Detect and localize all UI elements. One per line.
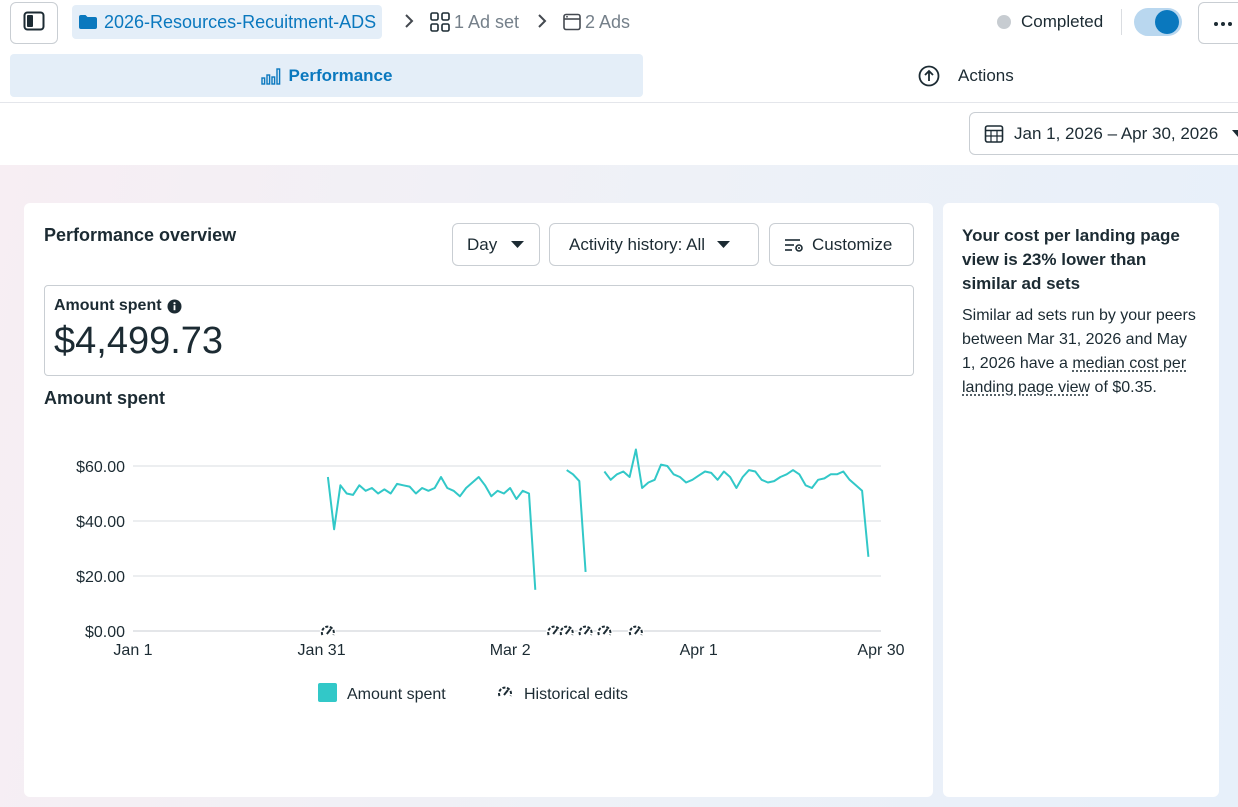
- status-dot-icon: [997, 15, 1011, 29]
- legend-historical-edits-icon[interactable]: [497, 685, 513, 701]
- tab-actions-label: Actions: [958, 66, 1014, 86]
- calendar-icon: [984, 124, 1004, 144]
- historical-edit-marker[interactable]: [320, 624, 336, 640]
- y-tick-label: $0.00: [85, 624, 125, 641]
- historical-edit-marker[interactable]: [596, 624, 612, 640]
- series-line-amount-spent: [328, 477, 535, 590]
- tab-performance[interactable]: Performance: [10, 54, 643, 97]
- date-range-picker[interactable]: Jan 1, 2026 – Apr 30, 2026: [969, 112, 1238, 155]
- legend-label-historical-edits: Historical edits: [524, 686, 628, 703]
- historical-edit-marker[interactable]: [578, 624, 594, 640]
- x-tick-label: Jan 1: [113, 642, 152, 659]
- x-tick-label: Apr 1: [680, 642, 718, 659]
- date-range-label: Jan 1, 2026 – Apr 30, 2026: [1014, 124, 1218, 144]
- status-indicator: Completed: [997, 9, 1103, 35]
- more-horizontal-icon: [1213, 14, 1233, 32]
- y-tick-label: $40.00: [76, 514, 125, 531]
- arrow-up-circle-icon: [918, 65, 940, 87]
- caret-down-icon: [1232, 130, 1238, 138]
- amount-spent-line-chart: $0.00 $20.00 $40.00 $60.00 Jan 1 Jan 31 Mar 2 A…: [24, 203, 933, 797]
- insight-body: Similar ad sets run by your peers betwee…: [962, 304, 1202, 400]
- performance-overview-card: Performance overview Day Activity histor…: [24, 203, 933, 797]
- grid-icon: [430, 12, 450, 32]
- divider: [1121, 9, 1122, 35]
- insight-body-suffix: of $0.35.: [1090, 379, 1157, 396]
- top-bar: 2026-Resources-Recuitment-ADS 1 Ad set 2…: [0, 0, 1238, 46]
- breadcrumb-campaign[interactable]: 2026-Resources-Recuitment-ADS: [72, 5, 382, 39]
- sidebar-toggle-button[interactable]: [10, 2, 58, 44]
- x-tick-label: Mar 2: [490, 642, 531, 659]
- more-options-button[interactable]: [1198, 2, 1238, 44]
- insight-title: Your cost per landing page view is 23% l…: [962, 224, 1202, 296]
- toggle-knob: [1155, 10, 1179, 34]
- breadcrumb-ads[interactable]: 2 Ads: [563, 9, 630, 35]
- breadcrumb-ads-label: 2 Ads: [585, 12, 630, 33]
- historical-edit-marker[interactable]: [628, 624, 644, 640]
- tab-performance-label: Performance: [289, 66, 393, 86]
- x-tick-label: Jan 31: [298, 642, 346, 659]
- legend-label-amount-spent: Amount spent: [347, 686, 446, 703]
- breadcrumb-ad-set[interactable]: 1 Ad set: [430, 9, 519, 35]
- folder-icon: [78, 14, 98, 30]
- legend-swatch-amount-spent: [318, 683, 337, 702]
- y-tick-label: $20.00: [76, 569, 125, 586]
- x-tick-label: Apr 30: [857, 642, 904, 659]
- bar-chart-icon: [261, 67, 281, 85]
- chevron-right-icon: [536, 12, 548, 35]
- breadcrumb-campaign-label: 2026-Resources-Recuitment-ADS: [104, 12, 376, 33]
- campaign-on-off-toggle[interactable]: [1134, 8, 1182, 36]
- chevron-right-icon: [403, 12, 415, 35]
- ad-window-icon: [563, 13, 581, 31]
- breadcrumb-ad-set-label: 1 Ad set: [454, 12, 519, 33]
- historical-edit-marker[interactable]: [559, 624, 575, 640]
- sidebar-panel-icon: [23, 11, 45, 36]
- tab-bar: Performance Actions: [0, 53, 1238, 103]
- insight-card: Your cost per landing page view is 23% l…: [943, 203, 1219, 797]
- status-label: Completed: [1021, 12, 1103, 32]
- y-tick-label: $60.00: [76, 459, 125, 476]
- tab-actions[interactable]: Actions: [918, 54, 1014, 97]
